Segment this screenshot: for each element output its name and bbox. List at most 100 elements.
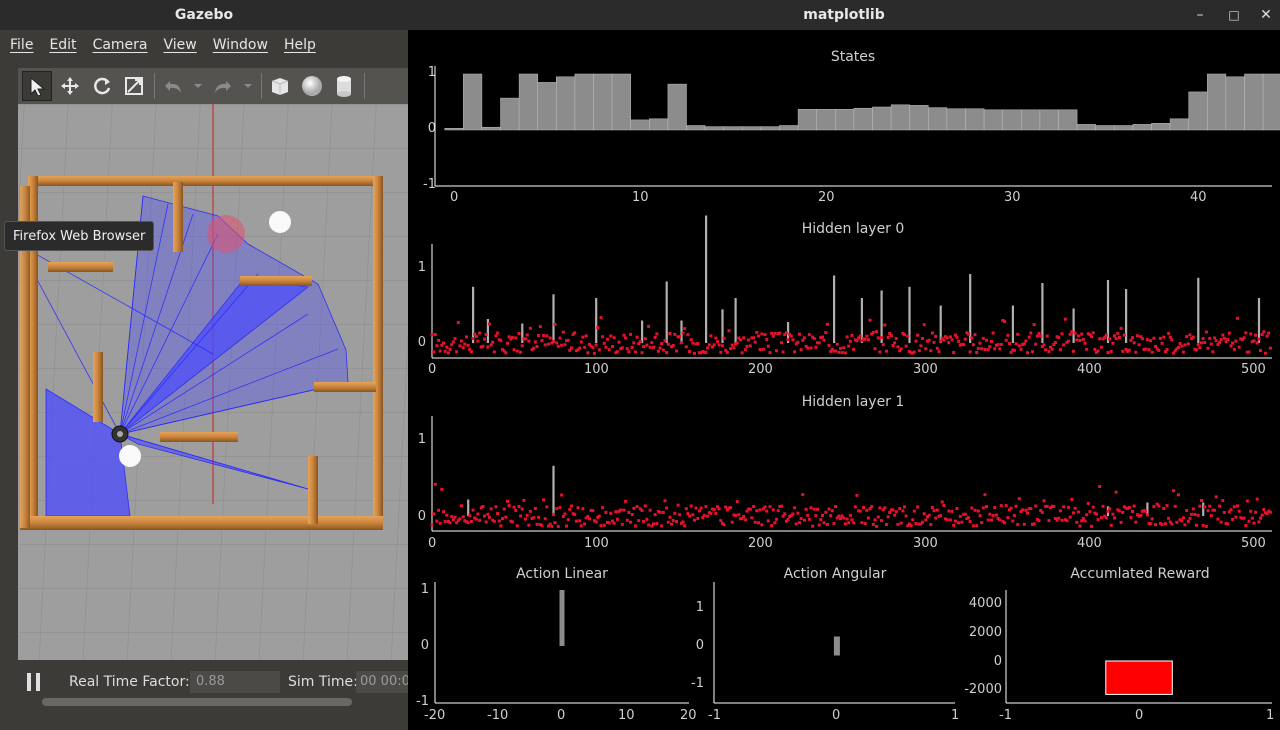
hidden-point	[701, 516, 705, 520]
hidden-point	[720, 344, 724, 348]
rotate-icon[interactable]	[88, 72, 116, 100]
hidden-point	[665, 351, 669, 355]
hidden-point	[1231, 341, 1235, 345]
hidden-point	[561, 515, 565, 518]
hidden-point	[827, 507, 831, 511]
menu-file[interactable]: File	[10, 37, 34, 53]
hidden-point	[1121, 349, 1125, 353]
gazebo-titlebar[interactable]: Gazebo	[0, 0, 408, 30]
hidden-point	[1113, 334, 1116, 338]
hidden-point	[1195, 348, 1198, 352]
hidden-point	[591, 346, 595, 350]
hidden-point	[1145, 513, 1149, 517]
hidden-point	[743, 518, 747, 522]
hidden-point	[712, 507, 716, 511]
left-panel-strip[interactable]	[0, 60, 18, 660]
select-arrow-icon[interactable]	[22, 71, 52, 101]
hidden-point	[504, 515, 508, 519]
scale-icon[interactable]	[120, 72, 148, 100]
menu-edit[interactable]: Edit	[49, 37, 77, 53]
matplotlib-titlebar[interactable]: matplotlib	[408, 0, 1280, 30]
hidden-point	[1150, 517, 1154, 521]
hidden-point	[707, 343, 711, 347]
hidden-point	[906, 334, 910, 338]
hidden-point	[1157, 348, 1161, 352]
redo-icon[interactable]	[209, 72, 237, 100]
hidden-point	[1219, 338, 1223, 342]
minimize-icon[interactable]: –	[1196, 7, 1204, 23]
menu-window[interactable]: Window	[212, 37, 268, 53]
hidden-point	[491, 340, 495, 344]
hidden-point	[840, 351, 844, 355]
hidden-point	[1242, 516, 1246, 520]
hidden-point	[842, 346, 846, 350]
hidden-point	[630, 346, 634, 349]
undo-icon[interactable]	[159, 72, 187, 100]
hidden-point	[1045, 334, 1049, 338]
chevron-down-icon[interactable]	[191, 72, 205, 100]
hidden-point	[825, 322, 829, 326]
hidden-point	[1132, 504, 1136, 508]
hidden-point	[1004, 504, 1008, 508]
maximize-icon[interactable]: □	[1228, 8, 1240, 22]
hidden-point	[489, 343, 493, 347]
hidden-point	[991, 514, 995, 518]
hidden-point	[1170, 522, 1174, 526]
hidden-point	[448, 348, 452, 351]
menu-view[interactable]: View	[163, 37, 197, 53]
hidden-point	[645, 343, 649, 347]
hidden-point	[865, 334, 869, 338]
hidden-point	[466, 521, 470, 525]
box-shape-icon[interactable]	[266, 72, 294, 100]
states-bar	[872, 106, 892, 131]
hidden-point	[469, 350, 473, 354]
hidden-point	[542, 334, 546, 337]
hidden-point	[955, 507, 959, 510]
hidden-point	[1127, 348, 1131, 352]
cylinder-shape-icon[interactable]	[330, 72, 358, 100]
hidden-point	[650, 524, 654, 528]
hidden-point	[612, 521, 616, 525]
hidden-point	[848, 339, 852, 343]
hidden-point	[691, 513, 695, 517]
hidden-point	[487, 515, 491, 519]
hidden-point	[852, 347, 856, 351]
menu-camera[interactable]: Camera	[92, 37, 148, 53]
hidden-point	[602, 523, 606, 527]
hidden-point	[873, 347, 877, 351]
sphere-shape-icon[interactable]	[298, 72, 326, 100]
hidden-point	[868, 318, 872, 322]
hidden-point	[768, 351, 772, 355]
hidden-point	[450, 343, 454, 347]
hidden-point	[735, 500, 739, 504]
hidden-point	[594, 343, 598, 347]
3d-scene-viewport[interactable]	[18, 104, 408, 660]
hidden-point	[801, 338, 805, 342]
chevron-down-icon[interactable]	[241, 72, 255, 100]
hidden-point	[481, 505, 485, 508]
hidden-point	[1257, 520, 1261, 524]
hidden-point	[735, 341, 739, 345]
hidden-point	[709, 511, 713, 515]
hidden-point	[1119, 326, 1123, 330]
hidden-point	[681, 520, 685, 524]
hidden-point	[550, 341, 554, 345]
hidden-point	[1155, 347, 1159, 351]
hidden-point	[809, 346, 813, 350]
tick-label: 10	[632, 190, 649, 205]
hidden-point	[1242, 336, 1246, 340]
hidden-point	[763, 505, 767, 509]
hidden-point	[492, 350, 496, 354]
tick-label: -1	[416, 694, 429, 709]
hidden-point	[876, 515, 880, 519]
toolbar-divider	[261, 73, 262, 99]
hidden-point	[596, 326, 600, 330]
translate-icon[interactable]	[56, 72, 84, 100]
pause-icon[interactable]	[26, 672, 42, 692]
menu-help[interactable]: Help	[283, 37, 316, 53]
hidden-point	[1026, 351, 1029, 355]
hidden-point	[458, 517, 462, 521]
hidden-point	[1129, 338, 1133, 342]
close-icon[interactable]: ✕	[1260, 7, 1272, 23]
horizontal-scrollbar[interactable]	[42, 698, 352, 706]
